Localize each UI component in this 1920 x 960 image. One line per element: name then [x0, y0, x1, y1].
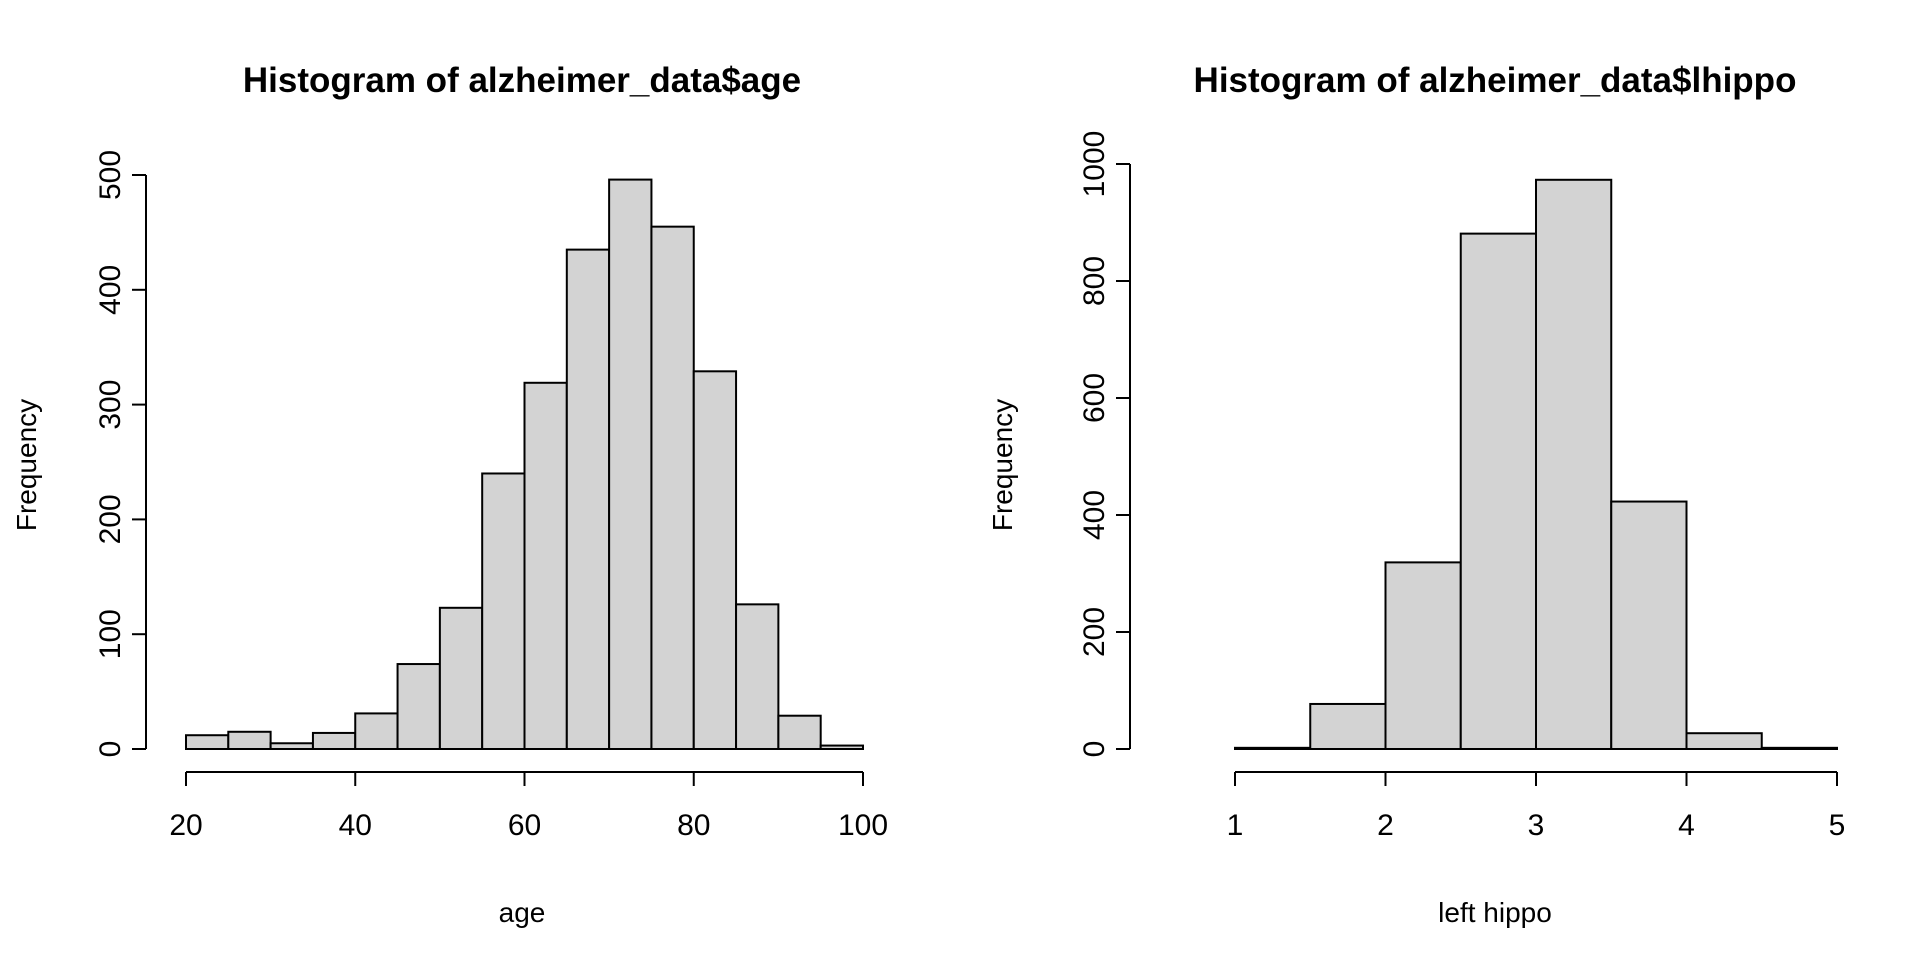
age-histogram-bar-8 — [523, 381, 568, 750]
age-histogram-bar-12 — [692, 370, 738, 750]
age-histogram-y-axis: 0 100 200 300 400 500 — [94, 150, 147, 758]
lhippo-histogram-panel: Histogram of alzheimer_data$lhippo left … — [987, 61, 1845, 928]
age-histogram-bar-4 — [354, 712, 399, 750]
age-histogram-x-tick-label-0: 20 — [169, 809, 202, 842]
age-histogram-bar-9 — [565, 248, 611, 750]
lhippo-histogram-x-tick-label-3: 4 — [1678, 809, 1695, 842]
age-histogram-bar-11 — [650, 225, 695, 751]
lhippo-histogram-y-tick-label-0: 0 — [1078, 741, 1111, 758]
lhippo-histogram-y-axis-label: Frequency — [987, 399, 1018, 531]
age-histogram-bar-7 — [481, 472, 526, 750]
age-histogram-y-tick-label-3: 300 — [94, 380, 127, 430]
age-histogram-y-tick-label-5: 500 — [94, 150, 127, 200]
lhippo-histogram-bar-3 — [1384, 561, 1462, 750]
lhippo-histogram-y-tick-label-5: 1000 — [1078, 131, 1111, 198]
lhippo-histogram-x-tick-label-2: 3 — [1528, 809, 1545, 842]
age-histogram-x-tick-label-1: 40 — [339, 809, 372, 842]
age-histogram-bar-5 — [396, 663, 441, 750]
age-histogram-x-tick-label-4: 100 — [838, 809, 888, 842]
age-histogram-y-tick-label-1: 100 — [94, 609, 127, 659]
age-histogram-x-axis: 20 40 60 80 100 — [169, 771, 888, 842]
lhippo-histogram-bars — [1234, 178, 1838, 751]
lhippo-histogram-y-tick-label-3: 600 — [1078, 373, 1111, 423]
age-histogram-bar-1 — [227, 730, 272, 751]
lhippo-histogram-x-axis: 1 2 3 4 5 — [1227, 771, 1846, 842]
age-histogram-bar-14 — [777, 714, 822, 751]
age-histogram-y-tick-label-0: 0 — [94, 741, 127, 758]
age-histogram-bar-3 — [311, 731, 357, 750]
age-histogram-bar-10 — [608, 178, 653, 750]
age-histogram-y-tick-label-2: 200 — [94, 494, 127, 544]
lhippo-histogram-x-axis-label: left hippo — [1438, 897, 1552, 928]
lhippo-histogram-bar-8 — [1760, 746, 1838, 751]
age-histogram-bar-2 — [269, 742, 314, 751]
age-histogram-bar-15 — [819, 744, 865, 750]
lhippo-histogram-bar-7 — [1685, 732, 1763, 751]
age-histogram-bar-6 — [438, 606, 484, 750]
age-histogram-x-axis-label: age — [499, 897, 546, 928]
age-histogram-bar-13 — [735, 603, 780, 750]
lhippo-histogram-y-tick-label-1: 200 — [1078, 607, 1111, 657]
age-histogram-x-tick-label-3: 80 — [677, 809, 710, 842]
age-histogram-bars — [185, 178, 865, 751]
lhippo-histogram-x-tick-label-4: 5 — [1829, 809, 1846, 842]
age-histogram-bar-0 — [185, 734, 230, 750]
age-histogram-panel: Histogram of alzheimer_data$age age Freq… — [11, 61, 888, 928]
lhippo-histogram-title: Histogram of alzheimer_data$lhippo — [1194, 61, 1797, 100]
lhippo-histogram-bar-1 — [1234, 746, 1312, 751]
lhippo-histogram-y-axis: 0 200 400 600 800 1000 — [1078, 131, 1131, 758]
age-histogram-x-tick-label-2: 60 — [508, 809, 541, 842]
age-histogram-y-axis-label: Frequency — [11, 399, 42, 531]
lhippo-histogram-bar-6 — [1610, 500, 1688, 750]
lhippo-histogram-x-tick-label-0: 1 — [1227, 809, 1244, 842]
lhippo-histogram-x-tick-label-1: 2 — [1377, 809, 1394, 842]
age-histogram-title: Histogram of alzheimer_data$age — [243, 61, 801, 100]
lhippo-histogram-bar-5 — [1535, 178, 1613, 751]
lhippo-histogram-bar-4 — [1459, 232, 1537, 750]
lhippo-histogram-bar-2 — [1309, 702, 1387, 751]
age-histogram-y-tick-label-4: 400 — [94, 265, 127, 315]
lhippo-histogram-y-tick-label-2: 400 — [1078, 490, 1111, 540]
lhippo-histogram-y-tick-label-4: 800 — [1078, 256, 1111, 306]
